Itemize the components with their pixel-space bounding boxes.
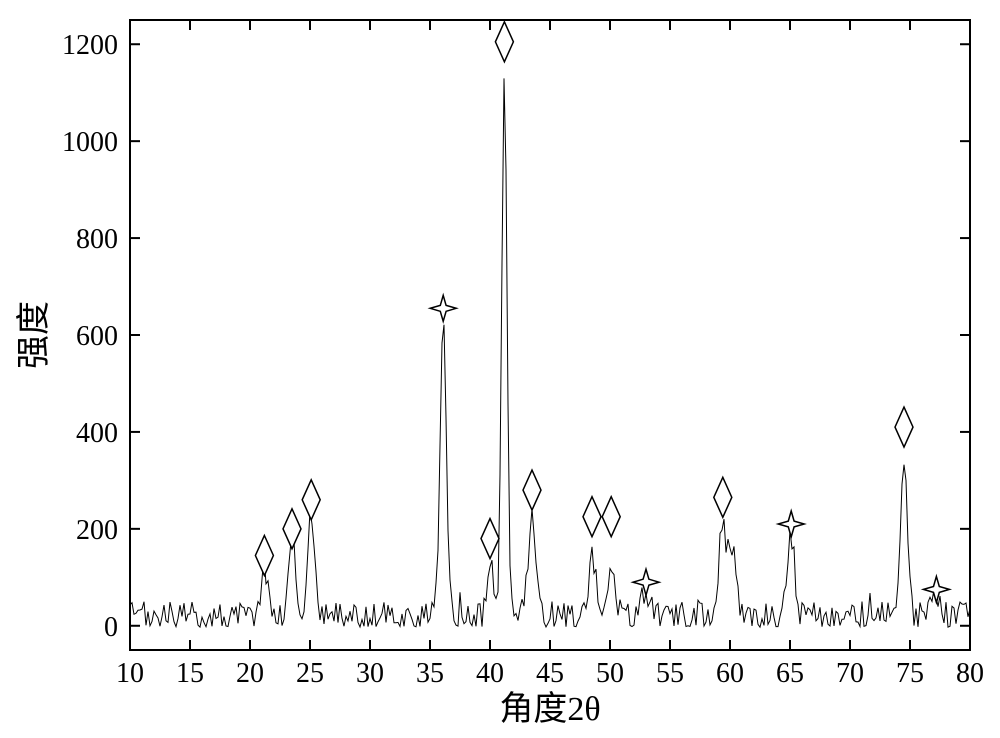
diamond-marker-icon <box>523 470 541 510</box>
diamond-marker-icon <box>583 497 601 537</box>
x-tick-label: 20 <box>236 658 264 689</box>
x-axis-label: 角度2θ <box>499 690 600 728</box>
chart-svg: 1015202530354045505560657075800200400600… <box>0 0 1000 738</box>
xrd-chart: 1015202530354045505560657075800200400600… <box>0 0 1000 738</box>
diamond-marker-icon <box>714 477 732 517</box>
y-tick-label: 200 <box>76 515 118 546</box>
star-marker-icon <box>430 295 456 321</box>
x-tick-label: 45 <box>536 658 564 689</box>
x-tick-label: 65 <box>776 658 804 689</box>
x-tick-label: 40 <box>476 658 504 689</box>
star-marker-icon <box>923 576 949 602</box>
x-tick-label: 30 <box>356 658 384 689</box>
diamond-marker-icon <box>302 480 320 520</box>
y-tick-label: 1200 <box>62 30 118 61</box>
x-tick-label: 15 <box>176 658 204 689</box>
x-tick-label: 80 <box>956 658 984 689</box>
x-tick-label: 25 <box>296 658 324 689</box>
y-tick-label: 0 <box>104 612 118 643</box>
x-tick-label: 55 <box>656 658 684 689</box>
x-tick-label: 70 <box>836 658 864 689</box>
diamond-marker-icon <box>495 22 513 62</box>
star-marker-icon <box>633 569 659 595</box>
diamond-marker-icon <box>481 519 499 559</box>
x-tick-label: 60 <box>716 658 744 689</box>
x-tick-label: 50 <box>596 658 624 689</box>
y-tick-label: 400 <box>76 418 118 449</box>
diamond-marker-icon <box>602 497 620 537</box>
x-tick-label: 10 <box>116 658 144 689</box>
y-tick-label: 800 <box>76 224 118 255</box>
x-tick-label: 75 <box>896 658 924 689</box>
diamond-marker-icon <box>283 509 301 549</box>
xrd-trace <box>130 78 970 627</box>
x-tick-label: 35 <box>416 658 444 689</box>
y-tick-label: 600 <box>76 321 118 352</box>
diamond-marker-icon <box>895 407 913 447</box>
diamond-marker-icon <box>255 536 273 576</box>
y-tick-label: 1000 <box>62 127 118 158</box>
y-axis-label: 强度 <box>15 301 53 369</box>
star-marker-icon <box>778 511 804 537</box>
